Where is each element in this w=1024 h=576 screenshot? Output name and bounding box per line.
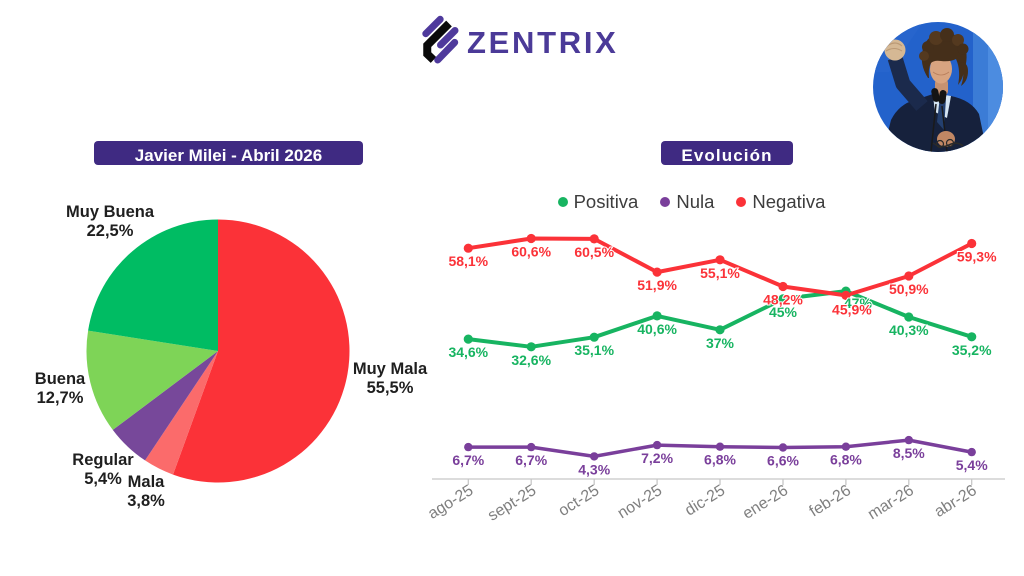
svg-text:34,6%: 34,6% bbox=[448, 344, 488, 360]
svg-text:40,6%: 40,6% bbox=[637, 321, 677, 337]
svg-text:60,6%: 60,6% bbox=[511, 244, 551, 260]
svg-text:58,1%: 58,1% bbox=[448, 253, 488, 269]
svg-text:8,5%: 8,5% bbox=[893, 445, 925, 461]
svg-text:4,3%: 4,3% bbox=[578, 461, 610, 477]
svg-text:ene-26: ene-26 bbox=[740, 482, 791, 523]
svg-text:sept-25: sept-25 bbox=[485, 482, 539, 525]
svg-text:6,8%: 6,8% bbox=[830, 452, 862, 468]
svg-text:dic-25: dic-25 bbox=[682, 482, 728, 520]
svg-text:55,1%: 55,1% bbox=[700, 265, 740, 281]
svg-text:32,6%: 32,6% bbox=[511, 352, 551, 368]
svg-text:6,8%: 6,8% bbox=[704, 452, 736, 468]
svg-text:51,9%: 51,9% bbox=[637, 277, 677, 293]
svg-text:35,1%: 35,1% bbox=[574, 342, 614, 358]
svg-text:6,7%: 6,7% bbox=[515, 452, 547, 468]
svg-text:45%: 45% bbox=[769, 304, 798, 320]
svg-text:59,3%: 59,3% bbox=[957, 249, 997, 265]
svg-text:mar-26: mar-26 bbox=[865, 482, 917, 523]
svg-text:feb-26: feb-26 bbox=[807, 482, 855, 521]
svg-text:60,5%: 60,5% bbox=[574, 244, 614, 260]
svg-text:50,9%: 50,9% bbox=[889, 281, 929, 297]
svg-text:5,4%: 5,4% bbox=[956, 457, 988, 473]
svg-text:7,2%: 7,2% bbox=[641, 450, 673, 466]
svg-text:40,3%: 40,3% bbox=[889, 322, 929, 338]
svg-text:nov-25: nov-25 bbox=[615, 482, 666, 522]
svg-text:45,9%: 45,9% bbox=[832, 301, 872, 317]
svg-text:ago-25: ago-25 bbox=[425, 482, 476, 523]
svg-text:oct-25: oct-25 bbox=[556, 482, 603, 520]
svg-text:35,2%: 35,2% bbox=[952, 342, 992, 358]
svg-text:47%: 47% bbox=[844, 295, 873, 311]
svg-text:6,7%: 6,7% bbox=[452, 452, 484, 468]
svg-text:48,2%: 48,2% bbox=[763, 292, 803, 308]
svg-text:abr-26: abr-26 bbox=[932, 482, 980, 521]
svg-text:37%: 37% bbox=[706, 335, 735, 351]
svg-text:6,6%: 6,6% bbox=[767, 453, 799, 469]
